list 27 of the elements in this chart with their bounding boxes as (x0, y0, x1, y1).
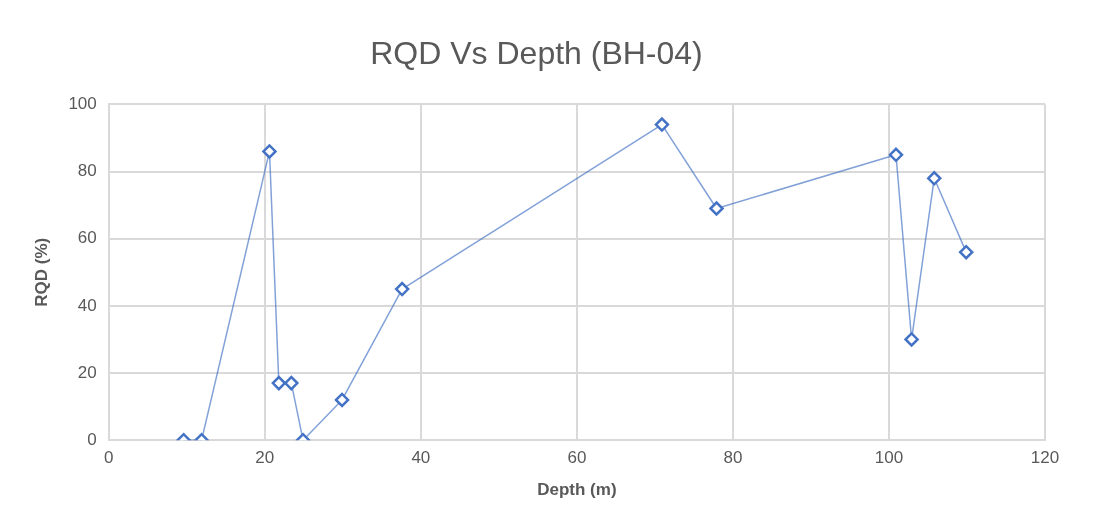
x-tick-label: 40 (411, 448, 431, 468)
x-tick-label: 0 (104, 448, 114, 468)
x-tick-label: 20 (255, 448, 275, 468)
y-axis-title: RQD (%) (31, 237, 51, 307)
point (394, 281, 410, 297)
y-tick-label: 100 (68, 94, 97, 114)
point (262, 144, 277, 159)
point (334, 392, 350, 408)
point (284, 375, 299, 391)
y-tick-label: 0 (87, 429, 97, 449)
y-tick-label: 40 (77, 295, 97, 315)
x-tick-label: 120 (1030, 448, 1060, 468)
y-tick-label: 20 (77, 362, 97, 382)
point (904, 332, 919, 347)
chart-title: RQD Vs Depth (BH-04) (370, 35, 703, 72)
x-axis-title: Depth (m) (537, 480, 617, 500)
point (888, 147, 904, 163)
point (654, 117, 670, 132)
y-tick-label: 80 (77, 161, 97, 181)
x-tick-label: 80 (723, 448, 743, 468)
y-tick-label: 60 (77, 228, 97, 248)
point (958, 244, 974, 260)
x-tick-label: 60 (567, 448, 587, 468)
point (271, 375, 287, 391)
point (709, 201, 724, 216)
point (926, 171, 942, 186)
x-tick-label: 100 (874, 448, 904, 468)
